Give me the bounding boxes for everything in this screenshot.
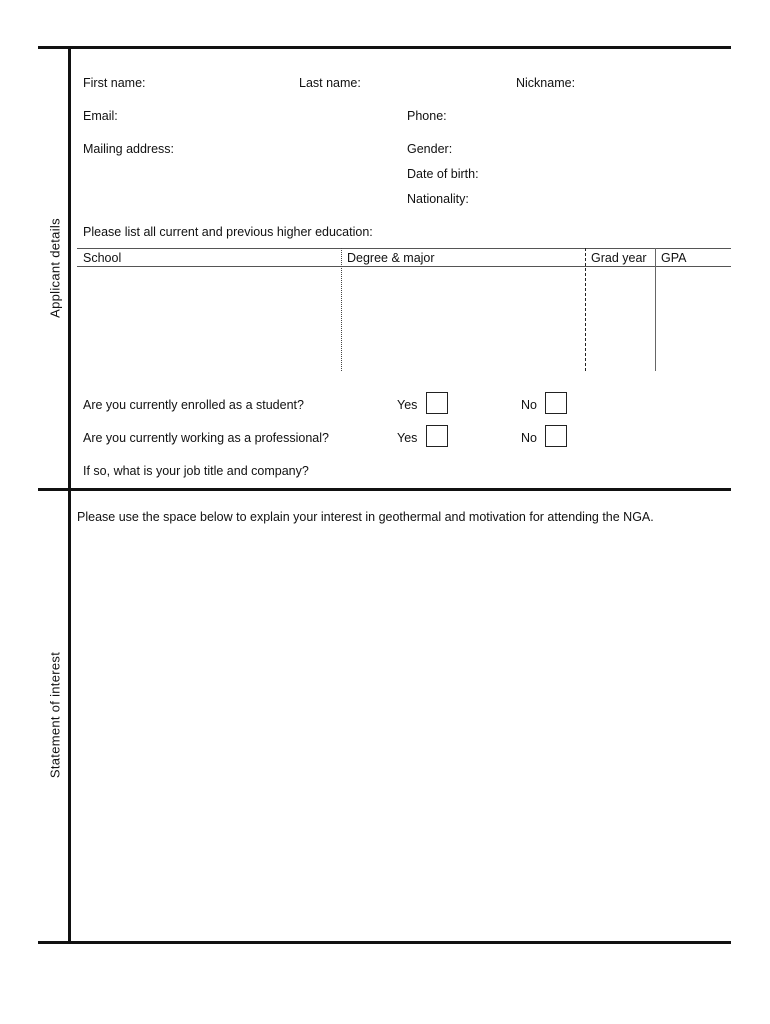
- table-header-border: [77, 266, 731, 267]
- question-student: Are you currently enrolled as a student?: [83, 398, 304, 412]
- yes-label: Yes: [397, 431, 418, 445]
- nationality-field[interactable]: Nationality:: [407, 192, 469, 206]
- first-name-field[interactable]: First name:: [83, 76, 146, 90]
- top-rule: [38, 46, 731, 49]
- table-top-border: [77, 248, 731, 249]
- left-rule: [68, 46, 71, 944]
- gender-field[interactable]: Gender:: [407, 142, 453, 156]
- date-of-birth-field[interactable]: Date of birth:: [407, 167, 479, 181]
- section-label-statement: Statement of interest: [47, 651, 63, 779]
- no-label: No: [521, 398, 537, 412]
- question-professional: Are you currently working as a professio…: [83, 431, 329, 445]
- job-title-field[interactable]: If so, what is your job title and compan…: [83, 464, 309, 478]
- bottom-rule: [38, 941, 731, 944]
- student-no-checkbox[interactable]: [545, 392, 567, 414]
- column-divider: [585, 248, 586, 371]
- student-yes-checkbox[interactable]: [426, 392, 448, 414]
- column-header-gpa: GPA: [661, 251, 687, 265]
- column-header-degree: Degree & major: [347, 251, 435, 265]
- column-divider: [655, 248, 656, 371]
- column-divider: [341, 248, 342, 371]
- education-prompt: Please list all current and previous hig…: [83, 225, 373, 239]
- yes-label: Yes: [397, 398, 418, 412]
- mailing-address-field[interactable]: Mailing address:: [83, 142, 175, 156]
- professional-no-checkbox[interactable]: [545, 425, 567, 447]
- section-label-applicant: Applicant details: [47, 218, 63, 318]
- column-header-grad-year: Grad year: [591, 251, 647, 265]
- last-name-field[interactable]: Last name:: [299, 76, 361, 90]
- section-divider: [38, 488, 731, 491]
- email-field[interactable]: Email:: [83, 109, 118, 123]
- no-label: No: [521, 431, 537, 445]
- statement-text-area[interactable]: [75, 535, 725, 935]
- professional-yes-checkbox[interactable]: [426, 425, 448, 447]
- phone-field[interactable]: Phone:: [407, 109, 447, 123]
- column-header-school: School: [83, 251, 122, 265]
- nickname-field[interactable]: Nickname:: [516, 76, 576, 90]
- statement-prompt: Please use the space below to explain yo…: [77, 510, 654, 524]
